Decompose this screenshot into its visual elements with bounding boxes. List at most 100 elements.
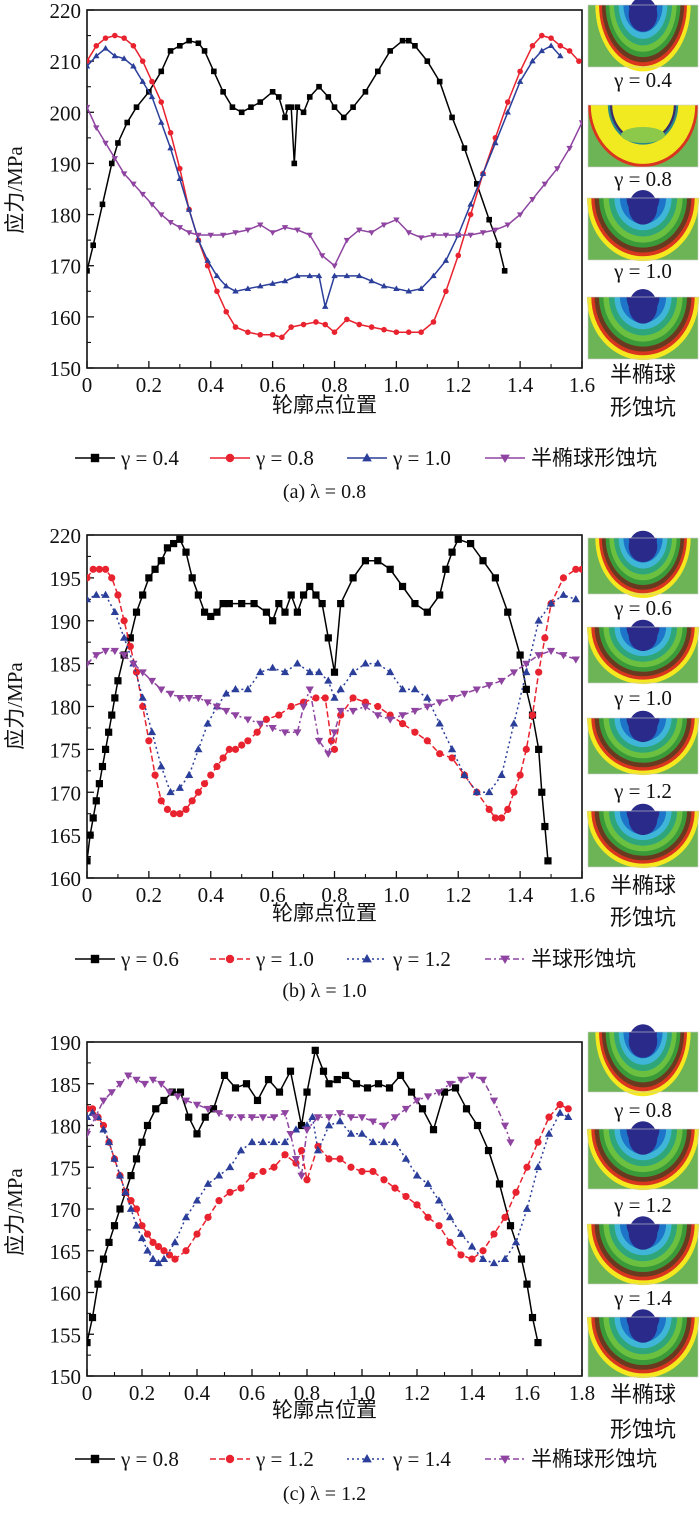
data-point: [139, 591, 147, 599]
data-point: [423, 693, 432, 701]
data-point: [456, 1229, 466, 1237]
data-point: [460, 770, 469, 778]
data-point: [194, 788, 202, 796]
data-point: [522, 1204, 532, 1212]
data-point: [105, 728, 113, 736]
data-point: [497, 770, 506, 778]
data-point: [436, 750, 444, 758]
data-point: [418, 1105, 427, 1113]
panel-caption: (a) λ = 0.8: [283, 481, 366, 503]
data-point: [182, 805, 190, 814]
data-point: [402, 1192, 410, 1201]
data-point: [423, 608, 431, 616]
data-point: [243, 716, 253, 724]
y-tick-label: 220: [50, 524, 82, 548]
data-point: [244, 737, 252, 745]
data-point: [133, 104, 140, 110]
data-point: [163, 805, 172, 814]
data-point: [154, 1242, 163, 1251]
data-point: [231, 745, 240, 753]
data-point: [479, 170, 487, 176]
fem-image-label-ellipsoid: 形蚀坑: [610, 395, 676, 420]
data-point: [330, 729, 339, 737]
data-point: [140, 1080, 149, 1089]
data-point: [492, 139, 499, 146]
data-point: [509, 719, 519, 727]
y-tick-label: 165: [50, 824, 82, 848]
data-point: [303, 1088, 311, 1096]
data-point: [297, 1172, 306, 1180]
data-point: [212, 703, 222, 711]
data-point: [412, 1171, 422, 1179]
data-point: [115, 140, 121, 146]
data-point: [449, 114, 455, 121]
data-point: [500, 1122, 510, 1130]
y-axis-label: 应力/MPa: [3, 1168, 27, 1256]
data-point: [405, 37, 412, 44]
chart-panel-c: 0 0.2 0.4 0.6 0.8 1.0 1.2 1.4 1.6 1.8 150 155 160 165…: [3, 1024, 700, 1505]
legend-label: γ = 0.6: [120, 947, 179, 971]
data-point: [185, 206, 193, 212]
data-point: [350, 104, 356, 110]
data-point: [380, 222, 388, 229]
data-point: [393, 217, 400, 224]
data-point: [516, 771, 524, 779]
data-point: [126, 1204, 136, 1212]
data-point: [280, 667, 290, 676]
data-point: [87, 1112, 92, 1121]
data-point: [541, 181, 549, 188]
data-point: [120, 617, 128, 625]
data-point: [297, 1121, 306, 1130]
data-point: [200, 608, 209, 616]
data-point: [331, 104, 338, 110]
data-point: [299, 591, 308, 599]
fem-contour-image: [587, 530, 699, 598]
plot-area: [87, 535, 582, 865]
data-point: [269, 89, 276, 95]
data-point: [130, 181, 137, 188]
y-tick-label: 160: [50, 306, 82, 330]
fem-image-label: γ = 1.0: [613, 686, 672, 710]
data-point: [288, 104, 294, 110]
chart-panel-a: 0 0.2 0.4 0.6 0.8 1.0 1.2 1.4 1.6 150 160 170 180 190…: [3, 0, 700, 503]
fem-contour-image: [586, 619, 700, 685]
data-point: [232, 324, 239, 330]
y-tick-label: 190: [50, 610, 82, 634]
data-point: [226, 1188, 234, 1196]
x-tick-label: 0.4: [184, 1381, 211, 1405]
data-point: [369, 1167, 377, 1176]
data-point: [411, 728, 419, 736]
data-point: [157, 797, 165, 805]
data-point: [405, 287, 412, 294]
data-point: [522, 667, 531, 676]
data-point: [462, 1105, 471, 1113]
data-point: [204, 262, 211, 269]
data-point: [89, 814, 97, 822]
data-point: [200, 780, 209, 788]
fem-contour-image: [586, 1216, 700, 1286]
data-point: [204, 257, 211, 263]
data-point: [176, 535, 184, 543]
data-point: [385, 1084, 394, 1092]
data-point: [94, 1280, 102, 1288]
fem-image-label: γ = 1.4: [613, 1286, 672, 1310]
data-point: [244, 285, 252, 291]
data-point: [313, 1114, 323, 1122]
data-point: [417, 285, 425, 291]
y-tick-label: 150: [50, 357, 82, 381]
data-point: [288, 324, 294, 330]
data-point: [177, 165, 183, 172]
data-point: [546, 647, 556, 656]
data-point: [386, 667, 395, 676]
data-point: [194, 695, 203, 703]
data-point: [119, 633, 129, 641]
data-point: [269, 1137, 279, 1146]
data-point: [294, 104, 301, 110]
fem-image-label-ellipsoid: 半椭球: [610, 1382, 676, 1407]
data-point: [467, 1242, 477, 1250]
data-point: [149, 78, 155, 85]
data-point: [335, 1117, 345, 1125]
data-point: [166, 690, 175, 698]
data-point: [325, 94, 332, 100]
y-tick-label: 180: [50, 204, 82, 228]
